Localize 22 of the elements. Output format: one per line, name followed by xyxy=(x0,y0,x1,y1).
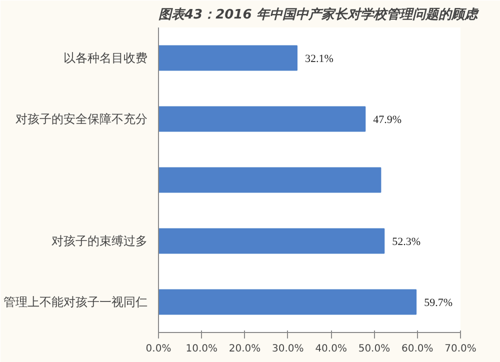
x-tick-label: 30.0% xyxy=(272,344,304,354)
x-tick-label: 20.0% xyxy=(228,344,261,354)
bar xyxy=(158,106,366,132)
data-label: 59.7% xyxy=(424,297,452,309)
x-tick-label: 0.0% xyxy=(146,344,172,354)
y-tick-label: 对孩子的束缚过多 xyxy=(52,234,148,248)
bar xyxy=(158,289,417,315)
bar xyxy=(158,167,382,193)
x-tick-label: 60.0% xyxy=(401,344,434,354)
y-tick-label: 以各种名目收费 xyxy=(64,51,148,65)
data-label: 52.3% xyxy=(392,236,421,248)
x-tick-label: 70.0% xyxy=(444,344,476,354)
data-label: 47.9% xyxy=(373,114,402,126)
data-label: 32.1% xyxy=(304,53,334,65)
bar xyxy=(158,45,298,71)
x-tick-label: 50.0% xyxy=(358,344,390,354)
chart-title: 图表43：2016 年中国中产家长对学校管理问题的顾虑 xyxy=(158,6,480,22)
x-tick-label: 40.0% xyxy=(315,344,347,354)
x-tick-label: 10.0% xyxy=(186,344,218,354)
y-tick-label: 管理上不能对孩子一视同仁 xyxy=(4,295,148,309)
y-tick-label: 对孩子的安全保障不充分 xyxy=(16,112,148,126)
bar xyxy=(158,228,385,254)
